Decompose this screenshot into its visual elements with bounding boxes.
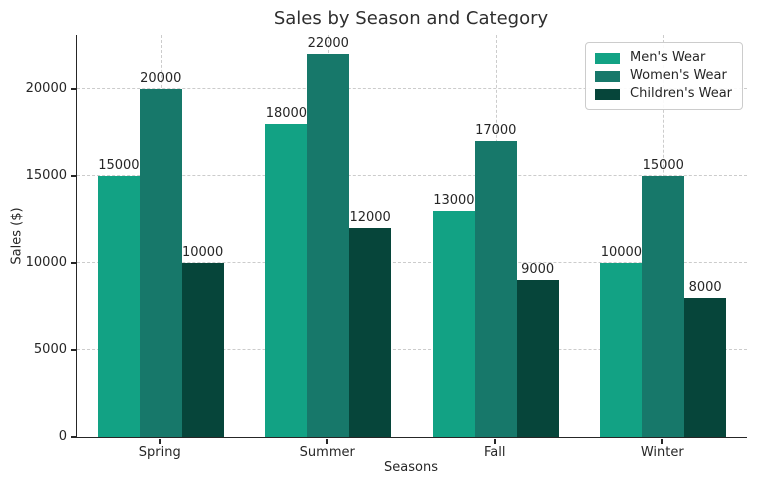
x-axis-label: Seasons: [384, 460, 438, 475]
plot-area: 15000 18000 13000 10000 20000 22000 17000 15000…: [76, 35, 747, 438]
legend: Men's Wear Women's Wear Children's Wear: [585, 42, 743, 110]
y-tick-mark: [71, 88, 76, 90]
y-tick-label: 0: [58, 429, 67, 444]
legend-swatch-icon: [595, 88, 621, 100]
x-tick-label: Summer: [299, 445, 355, 460]
x-tick-mark: [661, 438, 664, 444]
horizontal-gridline: [77, 174, 747, 176]
legend-swatch-icon: [595, 70, 621, 82]
y-tick-mark: [71, 436, 76, 438]
x-tick-mark: [326, 438, 329, 444]
y-tick-mark: [71, 175, 76, 177]
bar-value-label: 10000: [181, 244, 224, 260]
bar-value-label: 10000: [600, 244, 643, 260]
x-tick-mark: [493, 438, 496, 444]
y-tick-mark: [71, 262, 76, 264]
chart-title: Sales by Season and Category: [273, 8, 549, 29]
bar-value-label: 15000: [98, 157, 140, 173]
bar: [642, 175, 685, 437]
y-tick-mark: [71, 349, 76, 351]
legend-item: Women's Wear: [595, 67, 732, 85]
legend-item: Men's Wear: [595, 49, 732, 67]
bar: [432, 210, 475, 437]
bar-value-label: 20000: [140, 70, 182, 86]
bar: [684, 297, 727, 437]
legend-label: Men's Wear: [630, 50, 706, 65]
horizontal-gridline: [77, 349, 747, 350]
horizontal-gridline: [77, 87, 747, 89]
x-tick-label: Fall: [484, 445, 506, 460]
bar-value-label: 18000: [265, 105, 308, 121]
bar: [600, 262, 643, 437]
bar-value-label: 12000: [349, 210, 391, 226]
y-tick-label: 15000: [25, 167, 67, 183]
bar-value-label: 22000: [307, 36, 349, 52]
x-tick-label: Spring: [138, 445, 181, 460]
bar: [97, 175, 140, 437]
legend-label: Women's Wear: [630, 68, 727, 83]
y-tick-label: 10000: [25, 254, 67, 270]
bar-value-label: 9000: [521, 262, 555, 278]
legend-swatch-icon: [595, 52, 621, 64]
legend-item: Children's Wear: [595, 85, 732, 103]
bar: [265, 123, 308, 437]
legend-label: Children's Wear: [630, 86, 732, 101]
bar: [181, 262, 224, 437]
x-tick-label: Winter: [640, 445, 684, 460]
bar-value-label: 8000: [688, 279, 722, 295]
bar-value-label: 17000: [475, 123, 517, 139]
bar: [139, 88, 182, 437]
y-tick-label: 20000: [25, 80, 67, 96]
horizontal-gridline: [77, 261, 747, 263]
bar: [474, 141, 517, 437]
bar: [307, 54, 350, 437]
x-tick-mark: [158, 438, 161, 444]
bar-value-label: 15000: [642, 157, 684, 173]
bar: [349, 228, 392, 437]
y-tick-label: 5000: [33, 341, 67, 357]
bar-value-label: 13000: [433, 192, 475, 208]
bar: [516, 280, 559, 437]
